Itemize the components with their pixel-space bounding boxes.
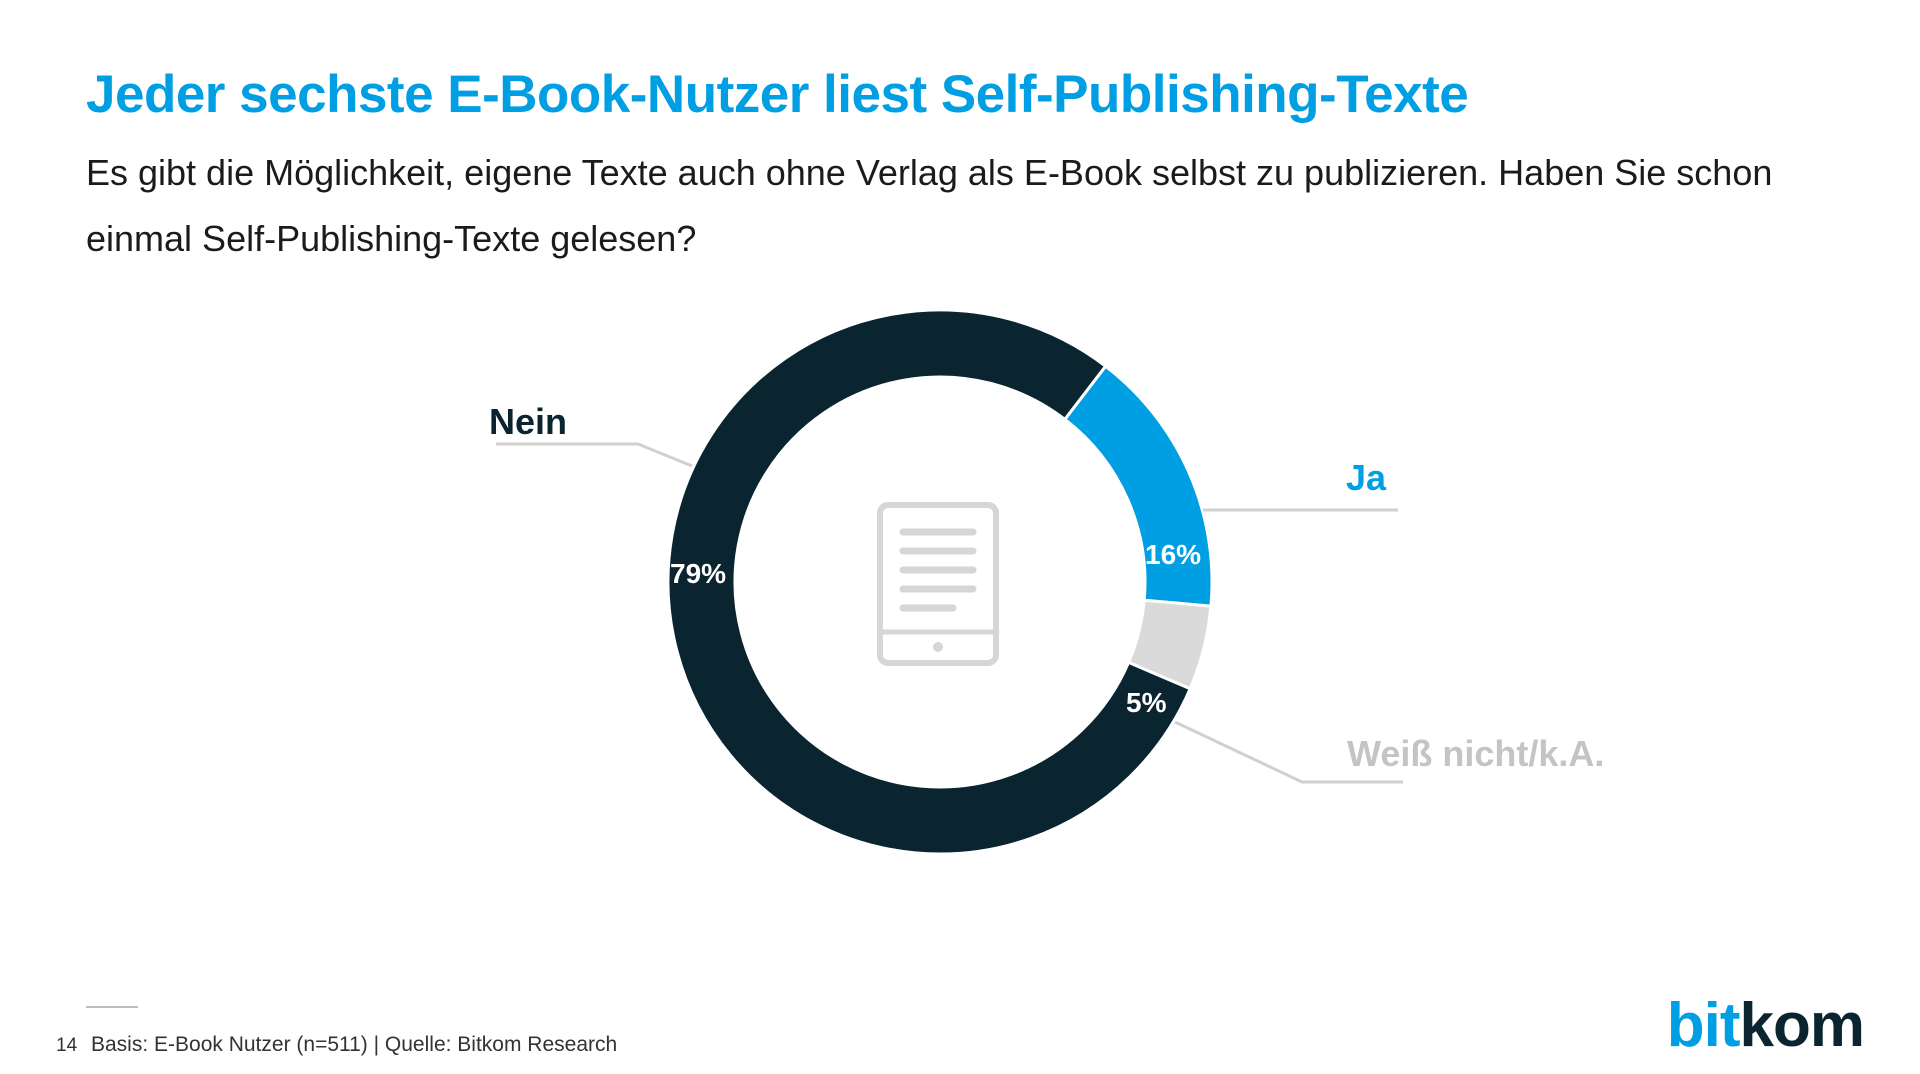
logo-part-bit: bit — [1666, 991, 1741, 1060]
legend-label-weiss-nicht: Weiß nicht/k.A. — [1347, 733, 1604, 774]
logo-part-kom: kom — [1739, 991, 1865, 1060]
e-reader-tablet-icon — [877, 502, 999, 666]
value-labels: 79% 16% 5% — [670, 539, 1201, 718]
slice-ja — [1062, 364, 1214, 608]
value-label-ja: 16% — [1145, 539, 1201, 570]
page-subtitle: Es gibt die Möglichkeit, eigene Texte au… — [86, 152, 1773, 259]
slice-nein — [666, 308, 1193, 856]
value-label-weiss-nicht: 5% — [1126, 687, 1167, 718]
bitkom-logo: bitkom — [1666, 990, 1865, 1061]
leader-line-nein — [496, 442, 693, 468]
footer-divider — [86, 1006, 138, 1008]
donut-slices — [666, 308, 1214, 856]
legend-label-nein: Nein — [489, 401, 567, 442]
source-note: Basis: E-Book Nutzer (n=511) | Quelle: B… — [90, 1033, 618, 1056]
page-number: 14 — [56, 1035, 78, 1056]
legend-labels: Nein Ja Weiß nicht/k.A. — [489, 401, 1604, 774]
leader-line-weiss-nicht — [1174, 720, 1403, 784]
footer: 14 Basis: E-Book Nutzer (n=511) | Quelle… — [56, 1033, 617, 1057]
legend-label-ja: Ja — [1346, 457, 1387, 498]
leader-lines — [496, 442, 1403, 784]
page-title: Jeder sechste E-Book-Nutzer liest Self-P… — [86, 65, 1469, 124]
value-label-nein: 79% — [670, 558, 726, 589]
